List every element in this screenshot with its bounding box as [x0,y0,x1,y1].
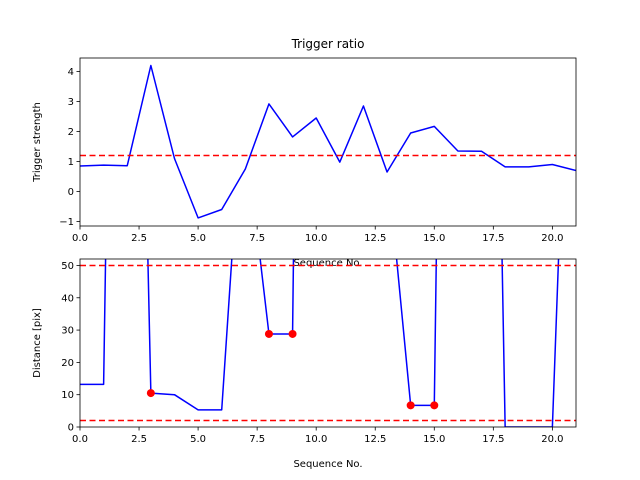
x-tick-label: 7.5 [249,233,265,244]
chart-title: Trigger ratio [291,37,365,51]
y-tick-label: 3 [68,97,74,108]
marker-point [406,401,415,410]
y-tick-label: 0 [68,187,74,198]
x-axis-label: Sequence No. [293,459,362,470]
plot-area [80,259,576,427]
x-tick-label: 2.5 [131,434,147,445]
x-tick-label: 0.0 [72,434,88,445]
y-tick-label: 10 [61,390,74,401]
x-tick-label: 5.0 [190,233,206,244]
y-tick-label: 2 [68,127,74,138]
trigger-ratio-chart: Trigger ratio Sequence No. Trigger stren… [32,37,577,269]
x-tick-label: 10.0 [305,434,327,445]
x-tick-label: 7.5 [249,434,265,445]
axes-frame [79,258,577,428]
x-tick-label: 20.0 [541,434,563,445]
x-axis-label: Sequence No. [293,258,362,269]
y-tick-label: 4 [68,67,74,78]
axes-frame [79,57,577,227]
x-tick-label: 0.0 [72,233,88,244]
axis-ticks: 0.0 2.5 5.0 7.5 10.0 12.5 15.0 17.5 20.0 0 10 20 30 4… [61,261,563,445]
y-axis-label: Distance [pix] [32,308,43,378]
y-tick-label: 50 [61,261,74,272]
y-tick-label: 1 [68,157,74,168]
x-tick-label: 12.5 [364,434,386,445]
x-tick-label: 12.5 [364,233,386,244]
x-tick-label: 10.0 [305,233,327,244]
x-tick-label: 15.0 [423,434,445,445]
y-tick-label: 40 [61,293,74,304]
x-tick-label: 2.5 [131,233,147,244]
marker-point [430,401,439,410]
y-tick-label: 0 [68,423,74,434]
x-tick-label: 5.0 [190,434,206,445]
series-line [80,64,576,219]
y-tick-label: 30 [61,326,74,337]
plot-area [80,64,576,219]
axis-ticks: 0.0 2.5 5.0 7.5 10.0 12.5 15.0 17.5 20.0 −1 0 1 2 3 4 [59,67,563,244]
y-axis-label: Trigger strength [32,102,43,183]
y-tick-label: −1 [59,217,74,228]
y-tick-label: 20 [61,358,74,369]
marker-point [288,329,297,338]
distance-chart: Sequence No. Distance [pix] 0.0 2.5 5.0 7.5… [32,258,577,470]
x-tick-label: 17.5 [482,233,504,244]
x-tick-label: 15.0 [423,233,445,244]
marker-point [146,389,155,398]
x-tick-label: 20.0 [541,233,563,244]
x-tick-label: 17.5 [482,434,504,445]
marker-point [264,329,273,338]
